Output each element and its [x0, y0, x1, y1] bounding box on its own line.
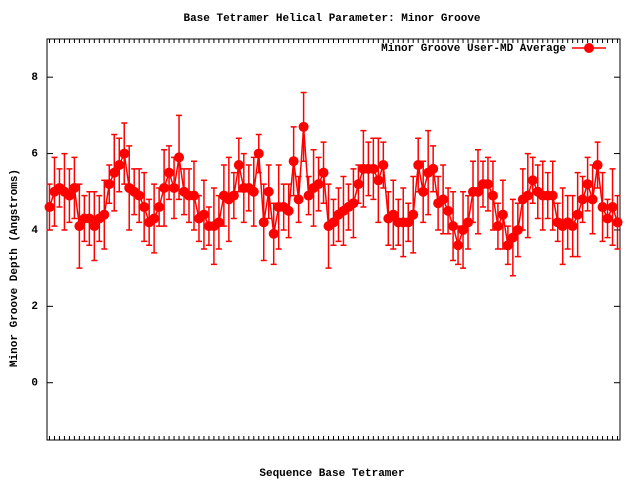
data-point — [587, 194, 598, 205]
data-point — [44, 202, 55, 213]
data-point — [472, 186, 483, 197]
data-point — [453, 240, 464, 251]
data-point — [458, 224, 469, 235]
data-point — [114, 160, 125, 171]
data-point — [293, 194, 304, 205]
data-point — [607, 202, 618, 213]
data-point — [448, 221, 459, 232]
data-point — [268, 228, 279, 239]
chart-title: Base Tetramer Helical Parameter: Minor G… — [183, 13, 480, 25]
data-point — [263, 186, 274, 197]
data-point — [512, 224, 523, 235]
data-point — [164, 167, 175, 178]
data-point — [159, 182, 170, 193]
data-point — [258, 217, 269, 228]
data-point — [507, 232, 518, 243]
y-axis-label: Minor Groove Depth (Angstroms) — [9, 169, 21, 367]
y-tick-label: 6 — [31, 148, 38, 160]
data-point — [288, 156, 299, 167]
data-point — [233, 160, 244, 171]
y-tick-label: 2 — [31, 301, 38, 313]
data-point — [502, 240, 513, 251]
data-point — [413, 160, 424, 171]
y-tick-label: 8 — [31, 72, 38, 84]
x-axis-label: Sequence Base Tetramer — [259, 468, 404, 480]
data-point — [303, 190, 314, 201]
data-point — [298, 121, 309, 132]
data-point — [248, 186, 259, 197]
data-point — [373, 175, 384, 186]
data-point — [403, 217, 414, 228]
data-point — [213, 217, 224, 228]
y-tick-label: 4 — [31, 225, 38, 237]
data-point — [418, 186, 429, 197]
data-point — [547, 190, 558, 201]
data-point — [154, 202, 165, 213]
data-point — [99, 209, 110, 220]
legend-label: Minor Groove User-MD Average — [381, 43, 566, 55]
data-point — [463, 217, 474, 228]
data-point — [89, 221, 100, 232]
data-point — [582, 179, 593, 190]
data-point — [572, 209, 583, 220]
data-point — [492, 221, 503, 232]
data-point — [597, 202, 608, 213]
data-point — [408, 209, 419, 220]
legend-swatch — [584, 43, 594, 53]
data-point — [428, 163, 439, 174]
data-point — [253, 148, 264, 159]
data-point — [84, 213, 95, 224]
data-point — [64, 190, 75, 201]
data-point — [134, 190, 145, 201]
data-point — [198, 209, 209, 220]
data-point — [69, 182, 80, 193]
data-point — [149, 213, 160, 224]
data-point — [577, 194, 588, 205]
data-point — [328, 217, 339, 228]
data-point — [348, 198, 359, 209]
data-point — [497, 209, 508, 220]
data-point — [313, 179, 324, 190]
data-point — [139, 202, 150, 213]
data-point — [567, 221, 578, 232]
y-tick-label: 0 — [31, 378, 38, 390]
data-point — [283, 205, 294, 216]
data-point — [388, 209, 399, 220]
data-point — [318, 167, 329, 178]
data-point — [443, 205, 454, 216]
data-point — [527, 175, 538, 186]
data-point — [119, 148, 130, 159]
data-point — [368, 163, 379, 174]
data-point — [602, 213, 613, 224]
data-point — [104, 179, 115, 190]
data-point — [522, 190, 533, 201]
data-point — [353, 179, 364, 190]
data-point — [228, 190, 239, 201]
data-point — [169, 182, 180, 193]
data-point — [378, 160, 389, 171]
data-point — [592, 160, 603, 171]
data-point — [487, 190, 498, 201]
data-point — [188, 190, 199, 201]
data-point — [612, 217, 623, 228]
data-point — [74, 221, 85, 232]
data-point — [438, 194, 449, 205]
data-point — [109, 167, 120, 178]
data-point — [482, 179, 493, 190]
data-point — [174, 152, 185, 163]
